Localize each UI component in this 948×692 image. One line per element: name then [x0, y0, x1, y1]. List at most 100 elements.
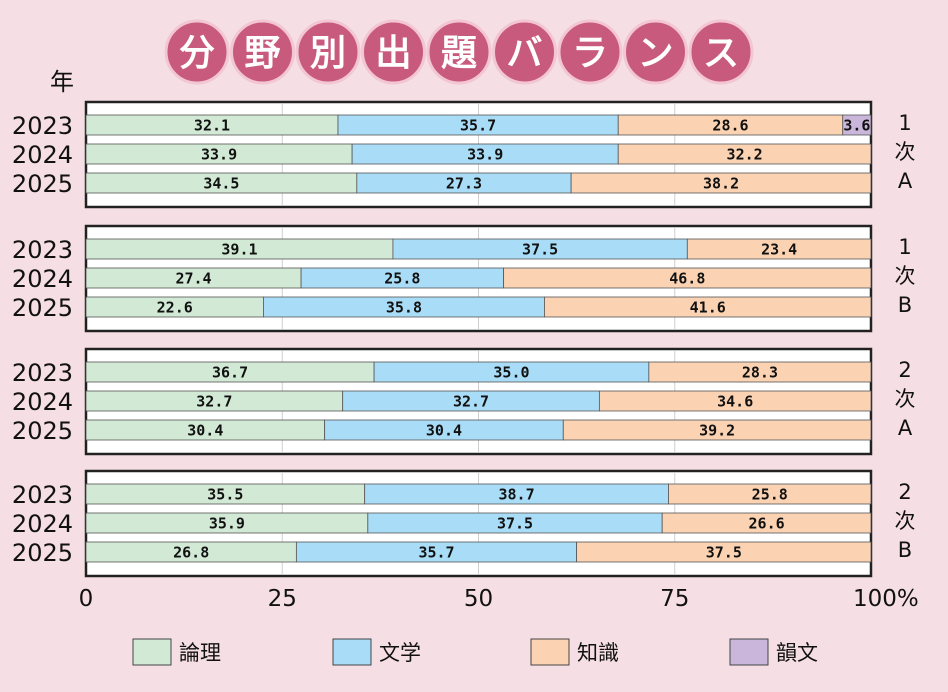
- legend-swatch: [729, 638, 769, 666]
- legend-swatch: [132, 638, 172, 666]
- data-label: 38.7: [499, 486, 535, 504]
- data-label: 37.5: [706, 544, 742, 562]
- panel: 2023 39.1 37.5 23.4 2024 27.4 25.8 46.8 2025 22.6…: [12, 224, 916, 333]
- title-char: 別: [310, 33, 346, 74]
- title-circle: [164, 19, 230, 85]
- data-label: 46.8: [669, 270, 705, 288]
- title-circle: [230, 19, 295, 85]
- title-char-group: 別: [295, 19, 361, 85]
- row-year-label: 2025: [12, 417, 73, 445]
- data-label: 30.4: [187, 422, 223, 440]
- row-year-label: 2023: [12, 236, 73, 264]
- group-label: A: [898, 169, 913, 193]
- data-label: 35.7: [418, 544, 454, 562]
- data-label: 25.8: [752, 486, 788, 504]
- data-label: 32.1: [194, 117, 230, 135]
- data-label: 33.9: [467, 146, 503, 164]
- x-tick-label: 50: [464, 586, 493, 612]
- title-char: ス: [703, 33, 739, 74]
- group-label: 次: [895, 140, 916, 164]
- data-label: 26.8: [173, 544, 209, 562]
- title-circle: [688, 19, 754, 85]
- bar-segment: [661, 512, 872, 534]
- title-circle: [426, 19, 492, 85]
- data-label: 34.6: [717, 393, 753, 411]
- year-axis-label: 年: [50, 68, 74, 96]
- bar-segment: [576, 541, 872, 563]
- row-year-label: 2024: [12, 265, 73, 293]
- title-circle: [295, 19, 361, 85]
- group-label: 1: [898, 111, 911, 135]
- title-circle: [557, 19, 623, 85]
- row-year-label: 2023: [12, 481, 73, 509]
- group-label: 2: [898, 358, 911, 382]
- legend-item: 知識: [530, 638, 619, 666]
- legend-swatch: [332, 638, 372, 666]
- data-label: 41.6: [690, 299, 726, 317]
- data-label: 27.3: [446, 175, 482, 193]
- title-char-group: バ: [492, 19, 557, 85]
- legend-label: 知識: [577, 641, 619, 665]
- title-char-group: ス: [688, 19, 754, 85]
- title-char-group: 分: [164, 19, 230, 85]
- bar-segment: [617, 143, 872, 165]
- title-char: ラ: [572, 33, 608, 74]
- data-label: 37.5: [522, 241, 558, 259]
- row-year-label: 2024: [12, 388, 73, 416]
- data-label: 33.9: [201, 146, 237, 164]
- bar-segment: [842, 114, 872, 136]
- data-label: 35.0: [493, 364, 529, 382]
- row-year-label: 2025: [12, 294, 73, 322]
- title-char: 題: [441, 33, 477, 74]
- x-tick-label: 0: [79, 586, 94, 612]
- data-label: 36.7: [212, 364, 248, 382]
- group-label: 次: [895, 509, 916, 533]
- bar-segment: [598, 390, 872, 412]
- data-label: 39.1: [221, 241, 257, 259]
- data-label: 34.5: [203, 175, 239, 193]
- title-circle: [492, 19, 557, 85]
- data-label: 22.6: [157, 299, 193, 317]
- data-label: 3.6: [843, 117, 870, 135]
- data-label: 28.3: [742, 364, 778, 382]
- legend-label: 文学: [379, 641, 421, 665]
- data-label: 28.6: [712, 117, 748, 135]
- title-char: ン: [637, 33, 673, 74]
- row-year-label: 2023: [12, 359, 73, 387]
- group-label: A: [898, 416, 913, 440]
- title-char: 出: [375, 33, 411, 74]
- data-label: 35.5: [207, 486, 243, 504]
- title-circle: [623, 19, 688, 85]
- data-label: 23.4: [761, 241, 797, 259]
- data-label: 32.2: [727, 146, 763, 164]
- title-char-group: 題: [426, 19, 492, 85]
- title-char: 分: [179, 33, 215, 74]
- bar-segment: [668, 483, 872, 505]
- title-char-group: 野: [230, 19, 295, 85]
- group-label: 次: [895, 387, 916, 411]
- group-label: B: [898, 293, 912, 317]
- title-circle: [361, 19, 426, 85]
- title-char-group: ン: [623, 19, 688, 85]
- panel: 2023 35.5 38.7 25.8 2024 35.9 37.5 26.6 2025 26.8…: [12, 469, 916, 578]
- bar-segment: [570, 172, 872, 194]
- row-year-label: 2024: [12, 510, 73, 538]
- group-label: 2: [898, 480, 911, 504]
- data-label: 38.2: [703, 175, 739, 193]
- legend-item: 文学: [332, 638, 421, 666]
- x-tick-label: 25: [268, 586, 297, 612]
- data-label: 35.8: [386, 299, 422, 317]
- title-char-group: 出: [361, 19, 426, 85]
- title-char-group: ラ: [557, 19, 623, 85]
- data-label: 35.7: [460, 117, 496, 135]
- row-year-label: 2025: [12, 539, 73, 567]
- group-label: 次: [895, 264, 916, 288]
- legend-label: 韻文: [776, 641, 818, 665]
- panel: 2023 36.7 35.0 28.3 2024 32.7 32.7 34.6 2025 30.4…: [12, 347, 916, 456]
- legend-label: 論理: [179, 641, 221, 665]
- title-char: バ: [506, 33, 542, 74]
- data-label: 32.7: [453, 393, 489, 411]
- legend-item: 論理: [132, 638, 221, 666]
- data-label: 25.8: [384, 270, 420, 288]
